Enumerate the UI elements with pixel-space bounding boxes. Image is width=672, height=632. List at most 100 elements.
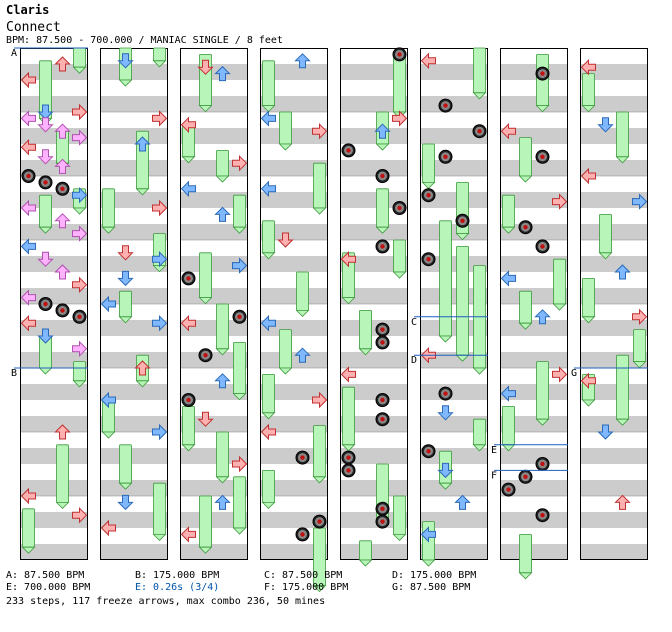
step-arrow	[500, 122, 516, 140]
beat-band	[20, 528, 88, 544]
step-arrow	[277, 232, 294, 248]
freeze-tail	[518, 322, 533, 330]
freeze-arrow	[633, 329, 646, 363]
freeze-arrow	[233, 194, 246, 228]
freeze-tail	[215, 348, 230, 356]
beat-band	[340, 96, 408, 112]
beat-band	[420, 80, 488, 96]
mine	[421, 252, 436, 267]
beat-band	[260, 512, 328, 528]
step-arrow	[552, 366, 568, 383]
step-arrow	[152, 199, 168, 217]
freeze-tail	[518, 572, 533, 580]
step-arrow	[232, 154, 248, 172]
mine	[501, 482, 516, 497]
beat-band	[420, 48, 488, 64]
step-arrow	[72, 276, 88, 294]
beat-band	[20, 176, 88, 192]
beat-band	[340, 352, 408, 368]
freeze-arrow	[73, 361, 86, 382]
beat-band	[260, 432, 328, 448]
beat-band	[580, 160, 648, 176]
step-arrow	[437, 462, 454, 479]
beat-band	[500, 96, 568, 112]
freeze-arrow	[199, 252, 212, 299]
beat-band	[20, 480, 88, 496]
column-border	[420, 48, 488, 560]
beat-band	[500, 496, 568, 512]
beat-band	[260, 336, 328, 352]
beat-band	[340, 128, 408, 144]
beat-band	[180, 144, 248, 160]
step-arrow	[20, 289, 36, 306]
beat-band	[20, 64, 88, 80]
step-arrow	[312, 391, 328, 409]
freeze-tail	[312, 476, 327, 484]
beat-band	[260, 528, 328, 544]
step-arrow	[260, 110, 276, 127]
beat-band	[100, 256, 168, 272]
mine	[375, 239, 390, 254]
bpm-marker-label: G	[571, 368, 577, 379]
beat-band	[500, 208, 568, 224]
mine	[392, 201, 407, 215]
freeze-arrow	[359, 540, 372, 561]
beat-band	[20, 336, 88, 352]
beat-band	[340, 512, 408, 528]
freeze-arrow	[216, 303, 229, 350]
column-border	[580, 48, 648, 560]
beat-band	[420, 352, 488, 368]
beat-band	[20, 160, 88, 176]
beat-band	[100, 160, 168, 176]
beat-band	[340, 416, 408, 432]
freeze-tail	[392, 534, 407, 541]
freeze-tail	[135, 380, 150, 388]
step-arrow	[20, 71, 36, 89]
beat-band	[20, 256, 88, 272]
mine	[375, 393, 390, 407]
step-arrow	[632, 193, 648, 210]
beat-band	[260, 384, 328, 400]
beat-band	[500, 160, 568, 176]
beat-band	[420, 384, 488, 400]
bpm-legend-a: A: 87.500 BPM	[6, 570, 85, 581]
beat-band	[580, 432, 648, 448]
beat-band	[180, 528, 248, 544]
freeze-tail	[535, 418, 550, 426]
freeze-tail	[101, 226, 116, 234]
beat-band	[260, 464, 328, 480]
beat-band	[100, 416, 168, 432]
step-arrow	[214, 373, 231, 389]
freeze-tail	[421, 559, 436, 567]
beat-band	[180, 128, 248, 144]
beat-band	[340, 448, 408, 464]
freeze-tail	[261, 105, 276, 113]
chart-meta: BPM: 87.500 - 700.000 / MANIAC SINGLE / …	[6, 35, 283, 46]
beat-band	[340, 256, 408, 272]
beat-band	[420, 448, 488, 464]
beat-band	[580, 384, 648, 400]
step-arrow	[100, 519, 116, 537]
freeze-arrow	[473, 47, 486, 94]
step-arrow	[552, 193, 568, 210]
bpm-marker-label: A	[11, 48, 17, 59]
beat-band	[20, 96, 88, 112]
beat-band	[580, 96, 648, 112]
beat-band	[100, 240, 168, 256]
beat-band	[340, 80, 408, 96]
beat-band	[580, 272, 648, 288]
step-arrow	[37, 117, 54, 133]
step-arrow	[180, 116, 196, 134]
beat-band	[180, 368, 248, 384]
beat-band	[580, 480, 648, 496]
mine	[341, 143, 356, 158]
beat-band	[100, 96, 168, 112]
step-arrow	[500, 270, 516, 287]
freeze-tail	[72, 66, 87, 74]
column-border	[100, 48, 168, 560]
beat-band	[180, 48, 248, 64]
beat-band	[180, 208, 248, 224]
bpm-marker-label: E	[491, 445, 497, 456]
beat-band	[20, 304, 88, 320]
beat-band	[20, 112, 88, 128]
